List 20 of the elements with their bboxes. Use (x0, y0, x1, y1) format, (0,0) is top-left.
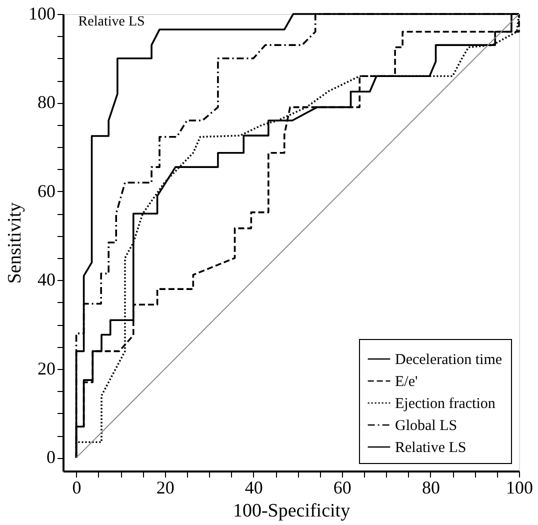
y-tick-label: 20 (38, 358, 56, 378)
x-tick-label: 80 (422, 478, 440, 498)
legend-label: E/e' (395, 374, 418, 390)
y-tick-label: 40 (38, 270, 56, 290)
x-tick-label: 0 (72, 478, 82, 498)
y-tick-label: 0 (46, 447, 56, 468)
legend-label: Relative LS (395, 440, 466, 456)
legend-label: Deceleration time (395, 352, 502, 368)
x-tick-label: 60 (333, 478, 352, 498)
legend-label: Ejection fraction (395, 396, 496, 412)
legend-label: Global LS (395, 418, 458, 434)
y-tick-label: 100 (28, 4, 56, 24)
x-axis-title: 100-Specificity (232, 500, 351, 522)
y-axis-title: Sensitivity (4, 202, 26, 284)
x-tick-label: 100 (506, 478, 533, 498)
x-tick-label: 40 (244, 478, 263, 498)
y-tick-label: 80 (38, 92, 56, 112)
x-tick-label: 20 (156, 478, 174, 498)
annotation: Relative LS (78, 14, 145, 30)
y-tick-label: 60 (38, 180, 56, 201)
